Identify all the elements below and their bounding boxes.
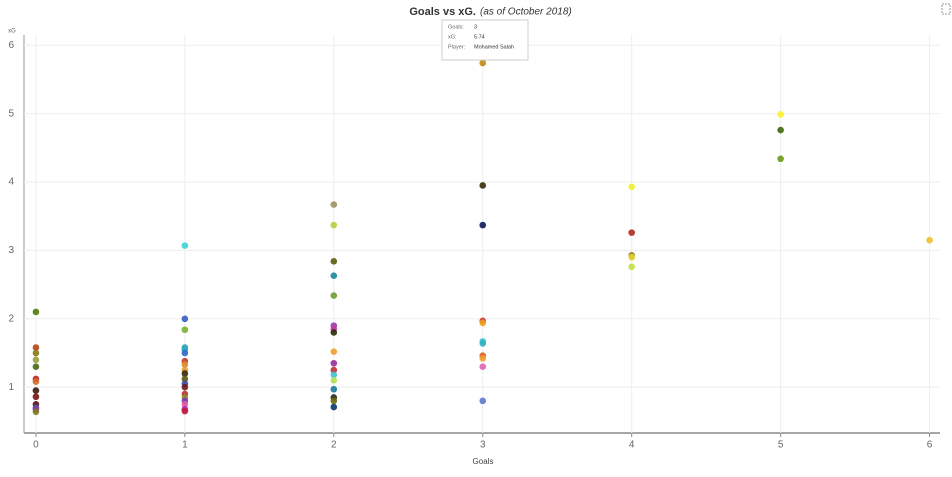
tooltip-value: 5.74 xyxy=(474,34,485,40)
point xyxy=(330,371,338,379)
x-axis-label: Goals xyxy=(473,457,494,466)
chart-title: Goals vs xG. xyxy=(409,6,476,18)
point xyxy=(330,292,338,299)
point xyxy=(330,377,338,384)
point xyxy=(479,182,487,189)
x-tick-label: 6 xyxy=(927,440,933,451)
point xyxy=(479,397,487,405)
point xyxy=(181,370,189,377)
point xyxy=(181,361,189,368)
point xyxy=(479,363,487,370)
point xyxy=(181,349,189,357)
y-tick-label: 5 xyxy=(8,108,14,119)
point xyxy=(330,359,338,367)
point xyxy=(32,344,40,351)
x-tick-label: 2 xyxy=(331,440,337,451)
chart-subtitle: (as of October 2018) xyxy=(480,7,572,18)
x-tick-label: 1 xyxy=(182,440,188,451)
point xyxy=(777,155,784,163)
x-tick-label: 0 xyxy=(33,440,39,451)
point xyxy=(330,329,338,336)
point xyxy=(330,366,338,374)
tooltip-label: Goals: xyxy=(448,24,464,30)
point xyxy=(32,378,40,386)
plot-area xyxy=(24,35,940,433)
y-tick-label: 2 xyxy=(8,313,14,324)
point xyxy=(926,236,933,244)
point xyxy=(181,400,189,408)
y-axis-label: xG xyxy=(8,29,16,35)
point xyxy=(181,326,189,334)
point xyxy=(181,315,189,323)
point xyxy=(32,349,40,357)
tooltip-box xyxy=(441,19,529,61)
point xyxy=(628,229,635,236)
point xyxy=(330,348,338,355)
point xyxy=(32,356,40,364)
x-tick-label: 4 xyxy=(629,440,635,451)
point xyxy=(330,397,338,405)
tooltip-value: Mohamed Salah xyxy=(474,44,514,50)
point xyxy=(181,375,189,383)
point xyxy=(181,383,189,391)
point xyxy=(32,408,40,416)
tooltip-label: xG: xyxy=(448,34,457,40)
point xyxy=(330,403,338,411)
point xyxy=(181,242,189,249)
point xyxy=(32,393,40,401)
point xyxy=(777,111,784,118)
y-tick-label: 3 xyxy=(8,245,14,256)
tooltip-label: Player: xyxy=(448,44,466,50)
point xyxy=(479,319,487,327)
x-tick-label: 3 xyxy=(480,440,486,451)
point xyxy=(330,258,338,265)
point xyxy=(628,253,635,261)
point xyxy=(32,363,40,370)
point xyxy=(32,387,40,394)
point xyxy=(330,272,338,280)
fullscreen-icon[interactable] xyxy=(941,3,951,15)
point xyxy=(479,59,487,67)
point xyxy=(628,263,635,271)
point xyxy=(628,183,635,191)
point xyxy=(777,126,784,134)
point xyxy=(479,340,487,347)
point xyxy=(181,407,189,415)
tooltip-value: 3 xyxy=(474,24,477,30)
point xyxy=(330,221,338,229)
point xyxy=(32,308,40,316)
point xyxy=(330,385,338,393)
point xyxy=(479,355,487,362)
y-tick-label: 4 xyxy=(8,177,14,188)
point xyxy=(330,201,338,208)
point xyxy=(479,221,487,229)
tooltip: Goals: 3 xG: 5.74 Player: Mohamed Salah xyxy=(441,19,529,61)
y-tick-label: 1 xyxy=(8,382,14,393)
x-tick-label: 5 xyxy=(778,440,784,451)
y-tick-label: 6 xyxy=(8,40,14,51)
